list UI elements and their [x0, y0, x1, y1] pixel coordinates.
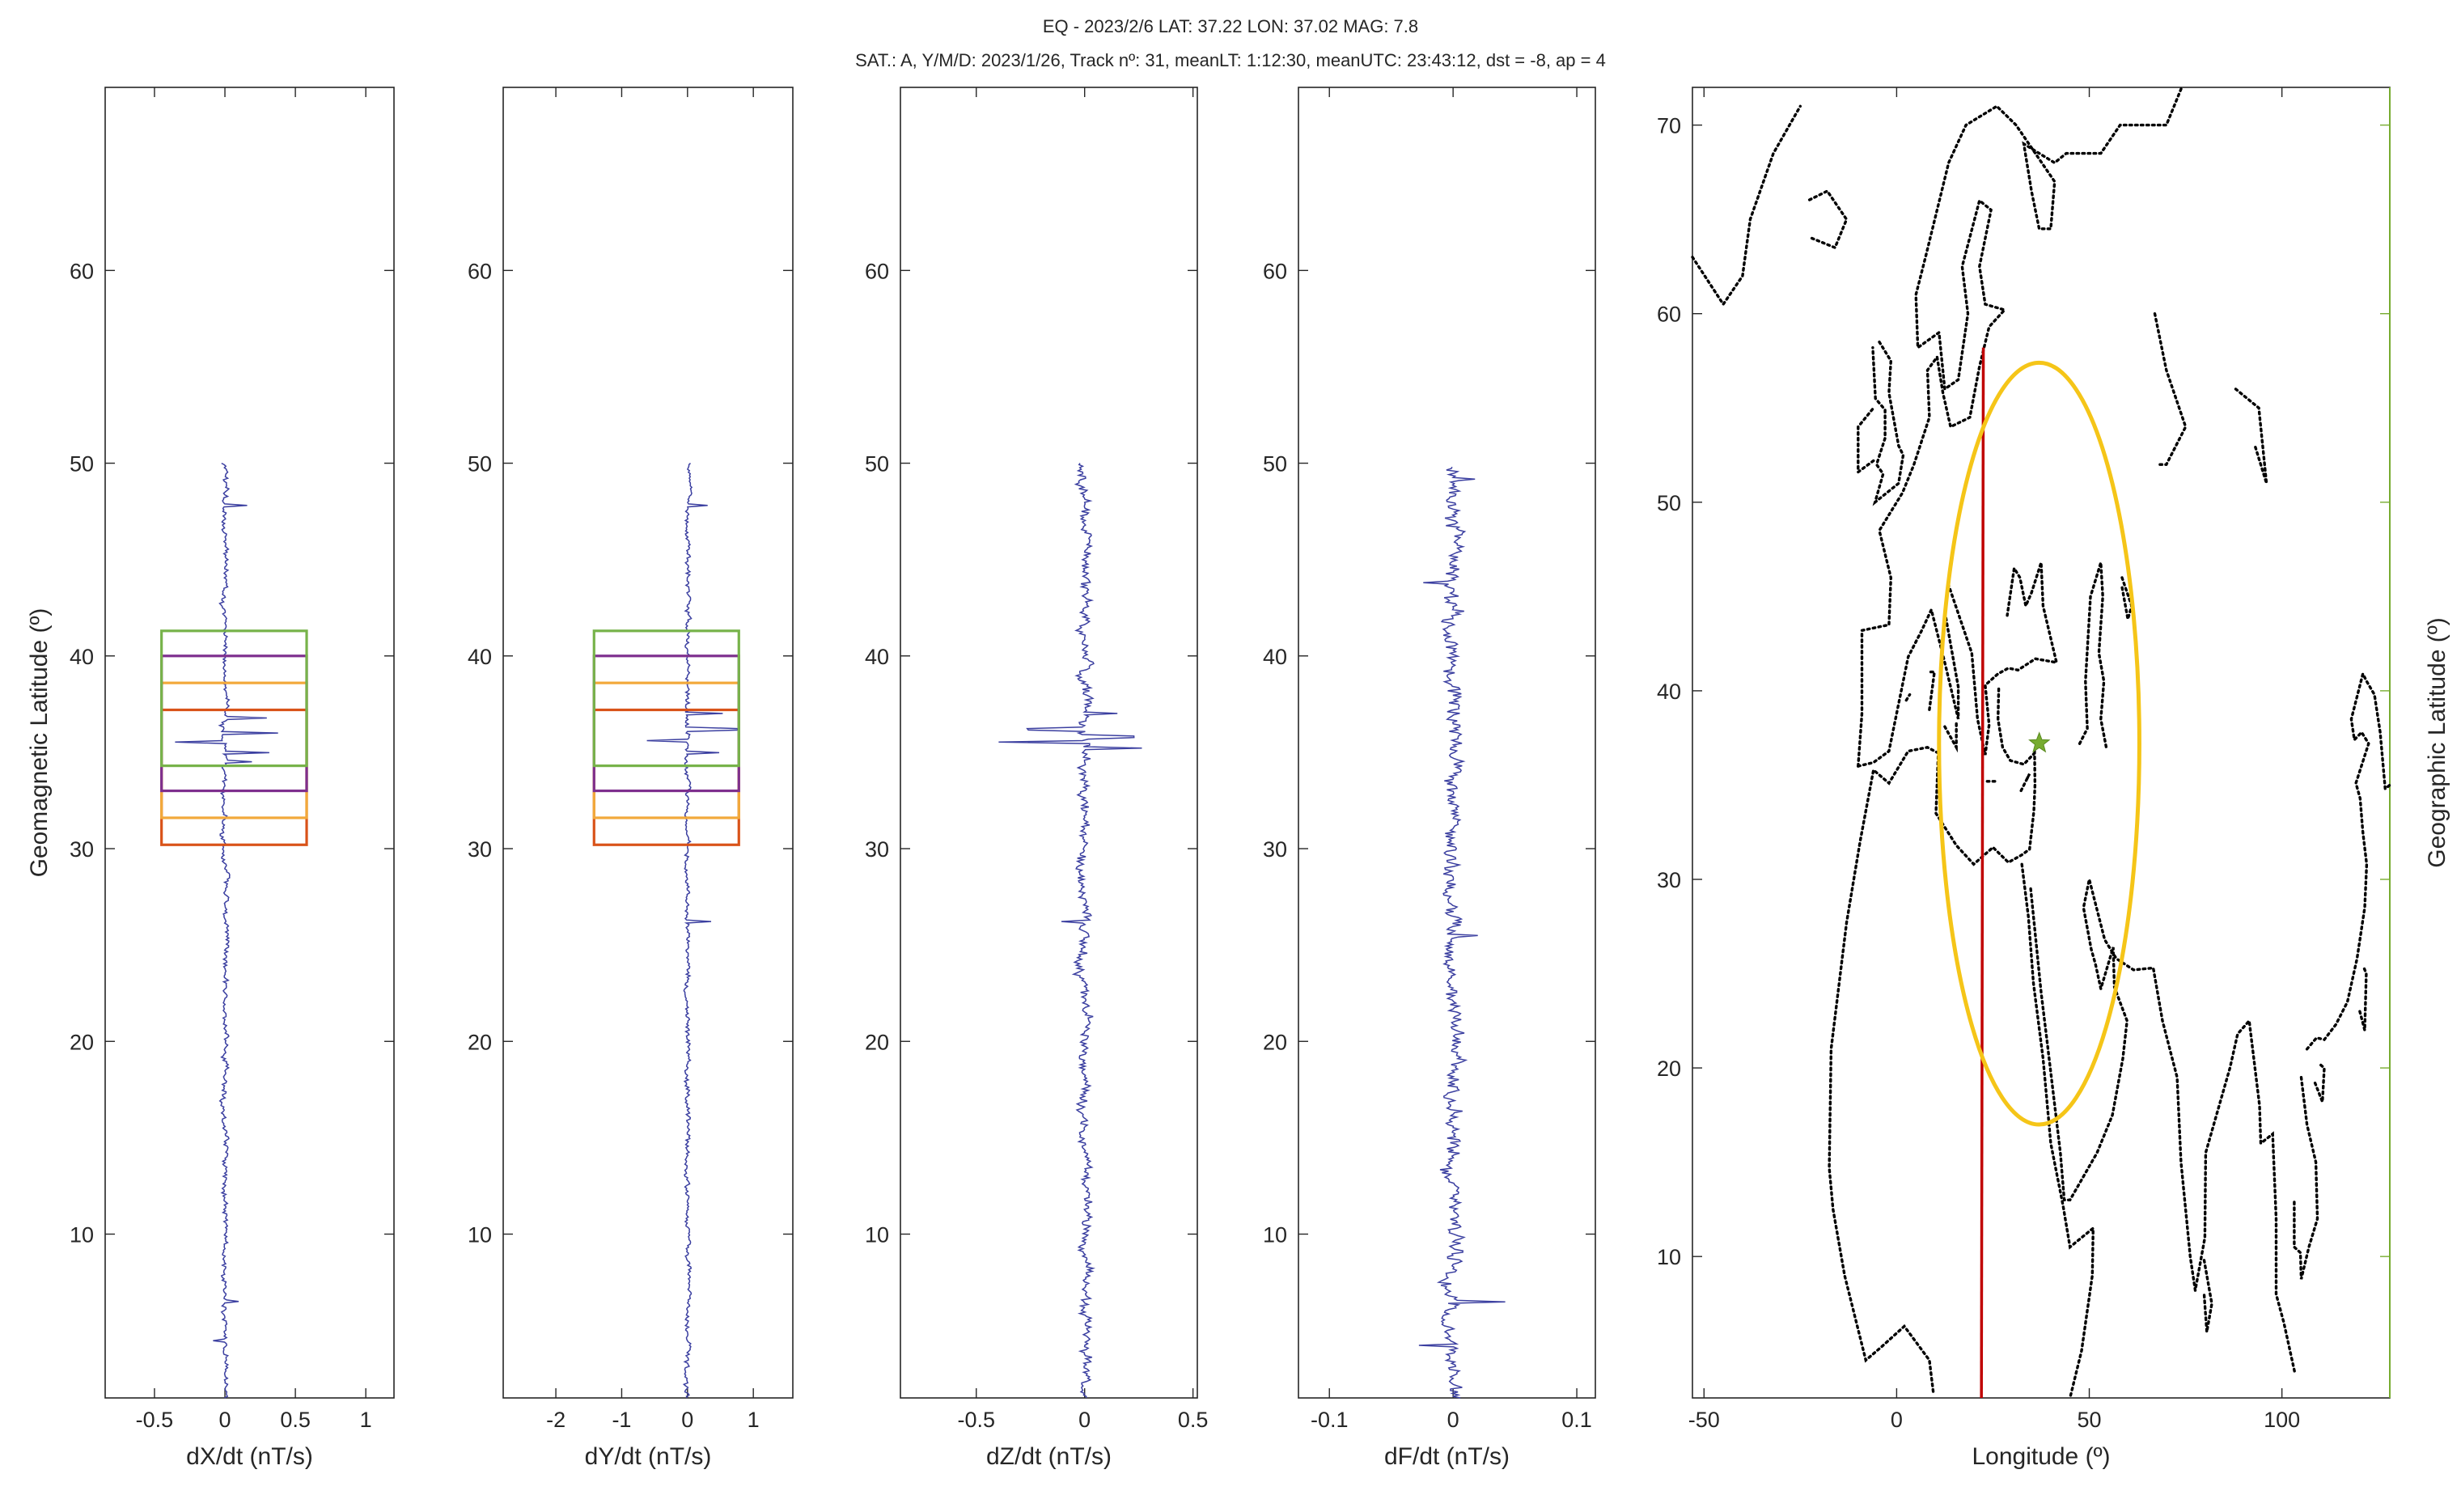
y-tick-label: 60 [1657, 303, 1681, 327]
x-axis-label-map: Longitude (º) [1972, 1443, 2110, 1470]
signal-trace-dF [1418, 466, 1506, 1399]
coastline [1904, 692, 1912, 702]
coastline [2019, 773, 2031, 793]
y-axis-label: Geomagnetic Latitude (º) [26, 608, 53, 878]
coastline [2120, 576, 2133, 620]
x-axis-label-dZ: dZ/dt (nT/s) [986, 1443, 1112, 1470]
y-tick-label: 10 [468, 1223, 492, 1247]
axes-frame-dF [1298, 87, 1596, 1399]
x-tick-label: -0.5 [957, 1408, 995, 1432]
coastline [1857, 86, 2184, 768]
x-tick-label: 50 [2078, 1408, 2102, 1432]
coastline [2305, 670, 2391, 1051]
y-tick-label: 60 [70, 259, 94, 283]
y-tick-label: 30 [865, 837, 889, 862]
signal-trace-dZ [998, 463, 1142, 1399]
coastline [2313, 1062, 2326, 1103]
x-tick-label: 0 [219, 1408, 231, 1432]
x-tick-label: 100 [2264, 1408, 2300, 1432]
y-tick-label: 30 [1657, 868, 1681, 892]
x-axis-label-dX: dX/dt (nT/s) [186, 1443, 313, 1470]
y-tick-label: 40 [1263, 645, 1287, 669]
y-tick-label: 50 [1263, 452, 1287, 476]
y-tick-label: 10 [865, 1223, 889, 1247]
panel-dF: -0.1 0 0.1 10 20 30 40 50 60 dF/dt (nT/s) [1263, 87, 1596, 1470]
y-tick-label: 40 [1657, 680, 1681, 704]
coastline [2358, 966, 2368, 1031]
coastline [1857, 406, 1875, 475]
coastline [2202, 1259, 2213, 1332]
x-tick-label: 0 [681, 1408, 693, 1432]
y-tick-label: 20 [865, 1030, 889, 1054]
panel-map: -50 0 50 100 10 20 30 40 50 60 70 Longitude (º) Geog… [1657, 86, 2450, 1470]
x-tick-label: 1 [360, 1408, 372, 1432]
panel-dX: -0.5 0 0.5 1 10 20 30 40 50 60 dX/dt (nT/s) Geomagn… [26, 87, 395, 1470]
y-tick-label: 50 [70, 452, 94, 476]
y-axis-label-right: Geographic Latitude (º) [2424, 617, 2450, 867]
x-tick-label: 0.5 [280, 1408, 311, 1432]
coastline [2234, 388, 2268, 484]
x-tick-label: -0.1 [1311, 1408, 1349, 1432]
panel-dY: -2 -1 0 1 10 20 30 40 50 60 dY/dt (nT/s) [468, 87, 794, 1470]
coastline [2020, 862, 2095, 1400]
y-tick-label: 60 [468, 259, 492, 283]
coastline [1691, 104, 1802, 307]
y-tick-label: 70 [1657, 114, 1681, 138]
coastline [1928, 670, 1937, 711]
axes-frame-dX [104, 87, 395, 1399]
x-tick-label: -50 [1688, 1408, 1720, 1432]
x-axis-label-dF: dF/dt (nT/s) [1384, 1443, 1510, 1470]
y-tick-label: 10 [1263, 1223, 1287, 1247]
epicenter-star-icon [2028, 731, 2051, 753]
figure-title-line1: EQ - 2023/2/6 LAT: 37.22 LON: 37.02 MAG:… [1042, 16, 1419, 36]
coastline [1943, 721, 1958, 753]
x-tick-label: -1 [612, 1408, 631, 1432]
y-tick-label: 20 [1263, 1030, 1287, 1054]
y-tick-label: 30 [1263, 837, 1287, 862]
y-tick-label: 10 [1657, 1245, 1681, 1269]
dobrovolsky-area-ellipse [1937, 360, 2141, 1127]
x-axis-label-dY: dY/dt (nT/s) [585, 1443, 712, 1470]
y-tick-label: 50 [468, 452, 492, 476]
coastline [1871, 341, 1905, 506]
y-tick-label: 10 [70, 1223, 94, 1247]
y-tick-label: 30 [70, 837, 94, 862]
coastline [2293, 1075, 2319, 1280]
y-tick-label: 60 [865, 259, 889, 283]
coastline [2029, 879, 2297, 1375]
satellite-track [1980, 347, 1985, 1399]
dobrovolsky-box-box_green [160, 629, 308, 768]
x-tick-label: 1 [748, 1408, 760, 1432]
y-tick-label: 30 [468, 837, 492, 862]
y-tick-label: 40 [70, 645, 94, 669]
dobrovolsky-box-box_green [592, 629, 740, 768]
y-tick-label: 40 [468, 645, 492, 669]
x-tick-label: 0 [1891, 1408, 1903, 1432]
signal-trace-dX [175, 462, 278, 1399]
signal-trace-dY [646, 463, 739, 1399]
y-tick-label: 50 [865, 452, 889, 476]
y-tick-label: 20 [468, 1030, 492, 1054]
y-tick-label: 50 [1657, 491, 1681, 515]
y-tick-label: 60 [1263, 259, 1287, 283]
x-tick-label: 0.1 [1561, 1408, 1592, 1432]
x-tick-label: 0 [1447, 1408, 1459, 1432]
x-tick-label: 0.5 [1178, 1408, 1209, 1432]
y-tick-label: 20 [70, 1030, 94, 1054]
x-tick-label: -2 [546, 1408, 565, 1432]
figure-title-line2: SAT.: A, Y/M/D: 2023/1/26, Track nº: 31,… [855, 50, 1606, 70]
coastline [2153, 312, 2188, 466]
x-tick-label: 0 [1078, 1408, 1091, 1432]
y-tick-label: 20 [1657, 1057, 1681, 1081]
coastline [2078, 561, 2108, 749]
x-tick-label: -0.5 [136, 1408, 174, 1432]
y-tick-label: 40 [865, 645, 889, 669]
coastline [1857, 561, 2059, 768]
panel-dZ: -0.5 0 0.5 10 20 30 40 50 60 dZ/dt (nT/s) [865, 87, 1208, 1470]
axes-frame-dY [502, 87, 794, 1399]
coastline [1807, 189, 1849, 250]
